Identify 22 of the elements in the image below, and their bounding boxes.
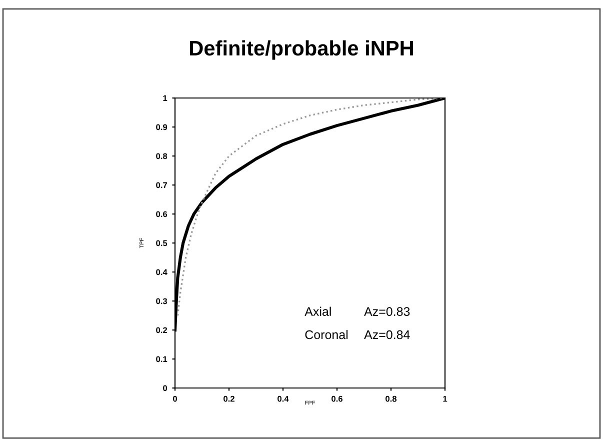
x-tick-label: 1 bbox=[443, 396, 448, 402]
y-tick-label: 0.2 bbox=[156, 327, 168, 334]
y-tick-label: 0.8 bbox=[156, 153, 168, 160]
x-tick-label: 0 bbox=[173, 396, 177, 402]
y-tick-label: 0.3 bbox=[156, 298, 168, 304]
x-tick-label: 0.8 bbox=[386, 396, 397, 402]
y-tick-label: 1 bbox=[163, 95, 168, 102]
annotation: Az=0.83 bbox=[364, 307, 410, 316]
y-tick-label: 0.1 bbox=[156, 356, 168, 362]
annotation: Axial bbox=[304, 306, 331, 316]
chart-title: Definite/probable iNPH bbox=[190, 40, 413, 60]
y-tick-label: 0.4 bbox=[156, 269, 168, 276]
y-tick-label: 0.9 bbox=[156, 124, 168, 130]
y-tick-label: 0.6 bbox=[156, 211, 168, 218]
y-tick-label: 0.5 bbox=[156, 240, 168, 246]
y-tick-label: 0 bbox=[163, 385, 168, 392]
x-tick-label: 0.4 bbox=[278, 396, 289, 402]
x-tick-label: 0.2 bbox=[224, 396, 234, 402]
x-tick-label: 0.6 bbox=[332, 396, 342, 402]
annotation: Coronal bbox=[305, 330, 348, 340]
annotation: Az=0.84 bbox=[364, 330, 410, 340]
y-tick-label: 0.7 bbox=[156, 182, 167, 188]
